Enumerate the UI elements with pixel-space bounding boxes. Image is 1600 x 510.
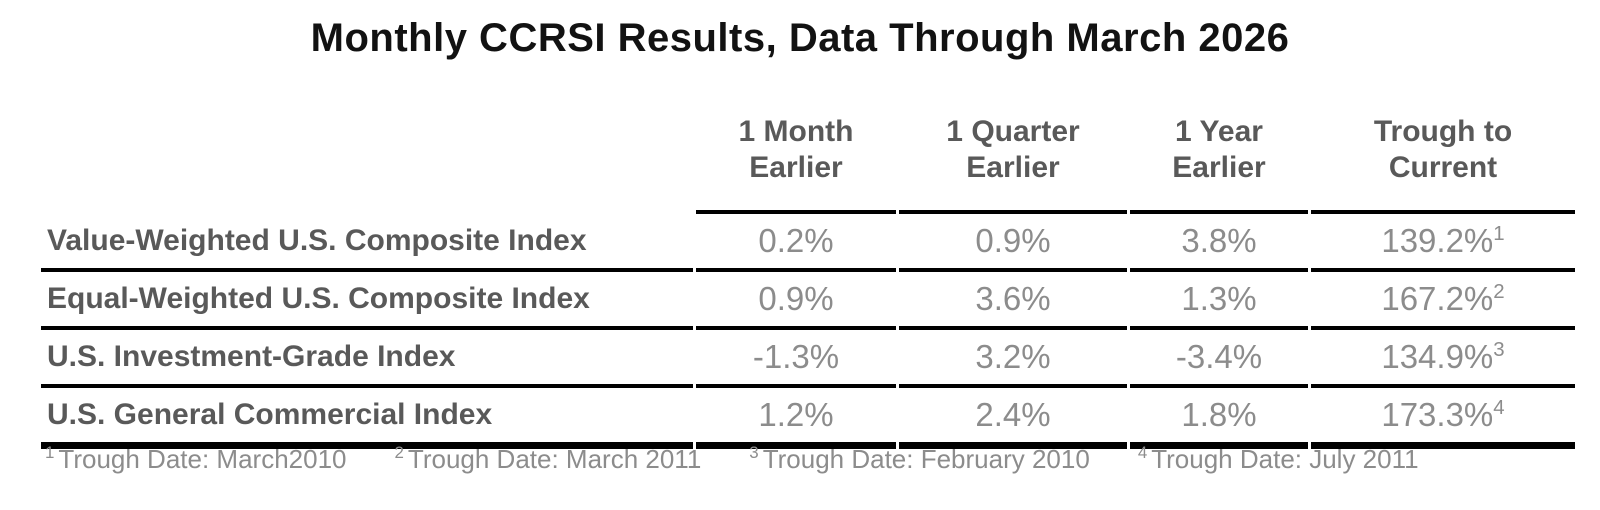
table-row-investment-grade: U.S. Investment-Grade Index -1.3% 3.2% -… <box>41 330 1575 388</box>
cell-trough-to-current: 139.2%1 <box>1311 214 1575 272</box>
footnote-ref: 2 <box>1493 280 1505 303</box>
footnote-sup: 3 <box>749 443 759 463</box>
cell-1-year: 1.8% <box>1130 388 1308 449</box>
footnote-ref: 1 <box>1493 222 1505 245</box>
column-header-1-year-earlier: 1 Year Earlier <box>1130 100 1308 214</box>
row-label: U.S. Investment-Grade Index <box>41 330 693 388</box>
footnotes: 1 Trough Date: March2010 2 Trough Date: Ma… <box>45 444 1419 475</box>
column-header-1-month-earlier: 1 Month Earlier <box>696 100 896 214</box>
footnote-ref: 3 <box>1493 338 1505 361</box>
row-label: U.S. General Commercial Index <box>41 388 693 449</box>
cell-1-month: -1.3% <box>696 330 896 388</box>
footnote-1: 1 Trough Date: March2010 <box>45 444 347 475</box>
footnote-text: Trough Date: July 2011 <box>1151 444 1419 474</box>
ccrsi-results-table: 1 Month Earlier 1 Quarter Earlier 1 Year… <box>38 100 1578 449</box>
footnote-2: 2 Trough Date: March 2011 <box>395 444 702 475</box>
cell-trough-to-current: 134.9%3 <box>1311 330 1575 388</box>
cell-1-year: 3.8% <box>1130 214 1308 272</box>
trough-value: 173.3% <box>1381 396 1494 433</box>
footnote-sup: 1 <box>45 443 55 463</box>
footnote-text: Trough Date: February 2010 <box>762 444 1090 474</box>
cell-1-quarter: 3.2% <box>899 330 1127 388</box>
row-label: Value-Weighted U.S. Composite Index <box>41 214 693 272</box>
cell-1-year: -3.4% <box>1130 330 1308 388</box>
corner-cell <box>41 100 693 214</box>
table-row-value-weighted: Value-Weighted U.S. Composite Index 0.2%… <box>41 214 1575 272</box>
cell-1-quarter: 3.6% <box>899 272 1127 330</box>
footnote-ref: 4 <box>1493 396 1505 419</box>
trough-value: 139.2% <box>1381 222 1494 259</box>
column-header-trough-to-current: Trough to Current <box>1311 100 1575 214</box>
footnote-3: 3 Trough Date: February 2010 <box>749 444 1090 475</box>
cell-1-month: 1.2% <box>696 388 896 449</box>
trough-value: 134.9% <box>1381 338 1494 375</box>
cell-1-year: 1.3% <box>1130 272 1308 330</box>
column-header-1-quarter-earlier: 1 Quarter Earlier <box>899 100 1127 214</box>
cell-1-quarter: 0.9% <box>899 214 1127 272</box>
footnote-text: Trough Date: March2010 <box>58 444 347 474</box>
cell-1-quarter: 2.4% <box>899 388 1127 449</box>
trough-value: 167.2% <box>1381 280 1494 317</box>
footnote-text: Trough Date: March 2011 <box>407 444 702 474</box>
footnote-4: 4 Trough Date: July 2011 <box>1138 444 1419 475</box>
cell-1-month: 0.9% <box>696 272 896 330</box>
table-header-row: 1 Month Earlier 1 Quarter Earlier 1 Year… <box>41 100 1575 214</box>
row-label: Equal-Weighted U.S. Composite Index <box>41 272 693 330</box>
table-row-general-commercial: U.S. General Commercial Index 1.2% 2.4% … <box>41 388 1575 449</box>
footnote-sup: 2 <box>394 443 404 463</box>
cell-trough-to-current: 167.2%2 <box>1311 272 1575 330</box>
footnote-sup: 4 <box>1137 443 1148 463</box>
page-title: Monthly CCRSI Results, Data Through Marc… <box>310 16 1290 60</box>
cell-1-month: 0.2% <box>696 214 896 272</box>
table-row-equal-weighted: Equal-Weighted U.S. Composite Index 0.9%… <box>41 272 1575 330</box>
cell-trough-to-current: 173.3%4 <box>1311 388 1575 449</box>
